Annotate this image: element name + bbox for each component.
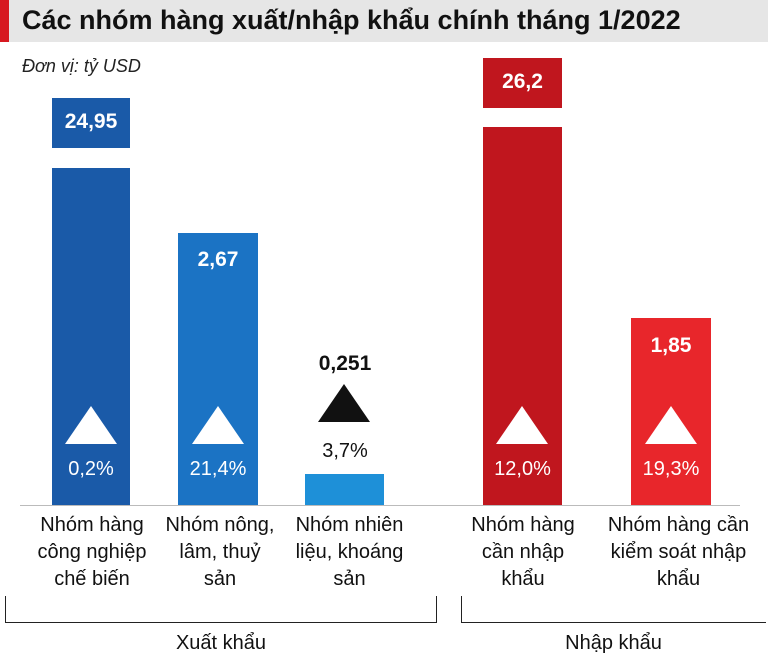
value-box xyxy=(52,98,130,148)
up-arrow xyxy=(318,384,370,422)
value-label: 24,95 xyxy=(64,110,118,133)
change-label: 12,0% xyxy=(494,458,551,480)
bar xyxy=(483,127,562,505)
change-label: 19,3% xyxy=(642,458,700,480)
category-label: Nhóm hàng cần nhập khẩu xyxy=(471,514,575,590)
bracket xyxy=(5,596,6,623)
up-arrow xyxy=(192,406,244,444)
bar xyxy=(305,474,384,505)
title-accent xyxy=(0,0,9,42)
bracket xyxy=(461,622,766,623)
up-arrow xyxy=(496,406,548,444)
change-label: 3,7% xyxy=(322,440,368,462)
title-bar: Các nhóm hàng xuất/nhập khẩu chính tháng… xyxy=(0,0,768,42)
up-arrow xyxy=(645,406,697,444)
value-label: 26,2 xyxy=(502,70,543,93)
value-label: 0,251 xyxy=(318,352,372,375)
bar xyxy=(178,233,258,505)
category-label: Nhóm nhiên liệu, khoáng sản xyxy=(295,514,404,590)
bar xyxy=(52,168,130,505)
value-box xyxy=(483,58,562,108)
baseline xyxy=(20,505,740,506)
change-label: 0,2% xyxy=(68,458,114,480)
change-label: 21,4% xyxy=(189,458,247,480)
up-arrow xyxy=(65,406,117,444)
title: Các nhóm hàng xuất/nhập khẩu chính tháng… xyxy=(22,5,681,35)
value-label: 1,85 xyxy=(650,334,692,357)
bracket xyxy=(461,596,462,623)
value-label: 2,67 xyxy=(197,248,239,271)
unit-note: Đơn vị: tỷ USD xyxy=(22,56,141,76)
category-label: Nhóm nông, lâm, thuỷ sản xyxy=(165,514,275,590)
group-label: Xuất khẩu xyxy=(175,632,267,654)
bracket xyxy=(5,622,437,623)
bracket xyxy=(436,596,437,623)
category-label: Nhóm hàng công nghiệp chế biến xyxy=(37,514,147,590)
category-label: Nhóm hàng cần kiểm soát nhập khẩu xyxy=(607,514,750,590)
group-label: Nhập khẩu xyxy=(565,632,662,654)
